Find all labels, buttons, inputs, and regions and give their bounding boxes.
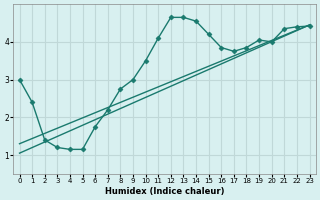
X-axis label: Humidex (Indice chaleur): Humidex (Indice chaleur) [105,187,224,196]
